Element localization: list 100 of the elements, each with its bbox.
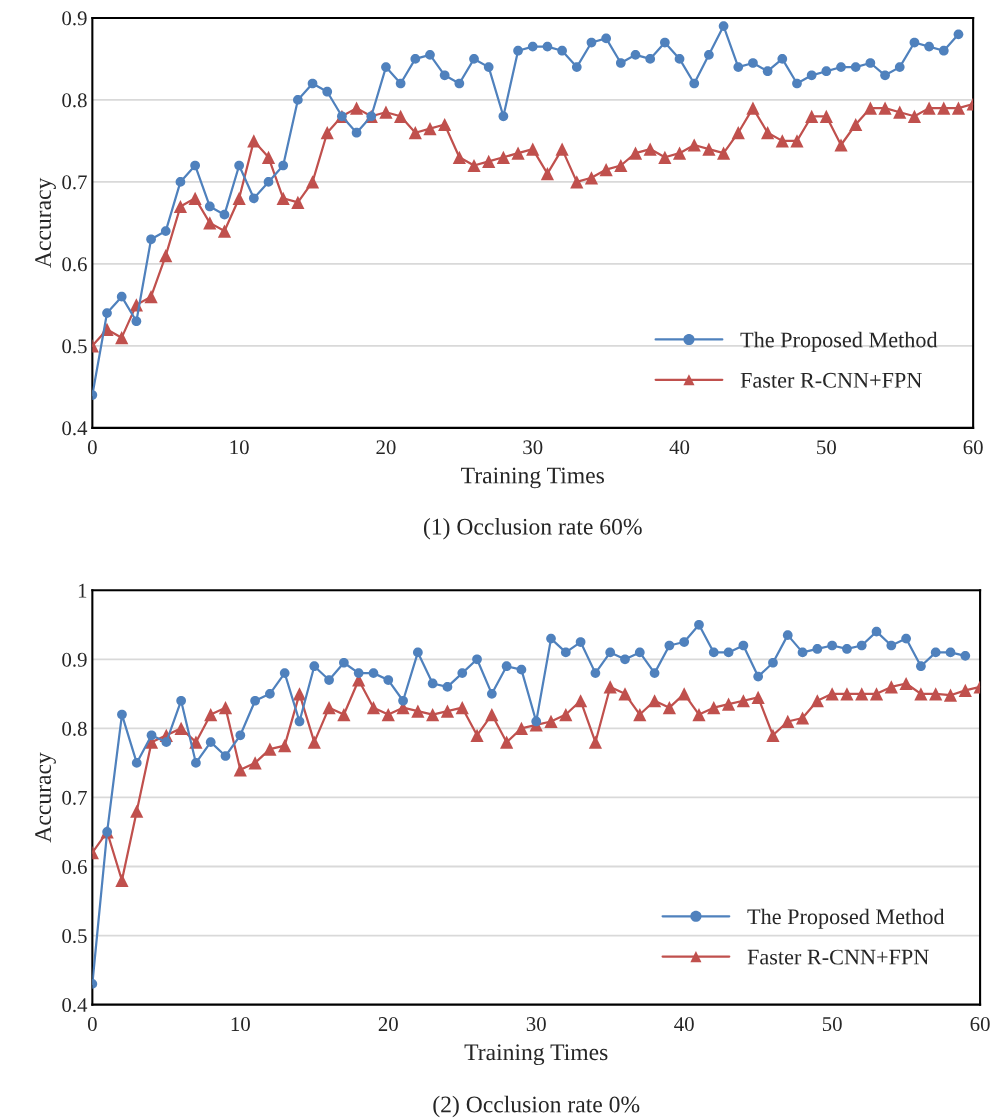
y-axis-title: Accuracy: [35, 752, 56, 843]
point: [498, 111, 509, 122]
point: [782, 630, 793, 640]
y-tick-label: 0.5: [62, 928, 87, 944]
point: [842, 644, 852, 654]
point: [190, 160, 200, 171]
point: [960, 650, 971, 661]
point: [322, 86, 333, 97]
point: [353, 668, 364, 678]
point: [938, 45, 949, 56]
point: [777, 54, 788, 64]
point: [383, 675, 394, 685]
point: [909, 37, 920, 48]
point: [527, 41, 538, 52]
point: [442, 682, 453, 692]
x-tick-label: 60: [963, 440, 983, 455]
point: [234, 160, 245, 171]
text: (1) Occlusion rate 60%: [423, 518, 642, 540]
point: [309, 661, 320, 672]
point: [679, 637, 690, 647]
point: [708, 647, 719, 658]
point: [718, 21, 729, 31]
point: [664, 640, 675, 651]
point: [733, 62, 744, 72]
point: [856, 640, 867, 651]
point: [381, 62, 391, 72]
x-tick-label: 60: [970, 1017, 990, 1032]
point: [634, 647, 645, 658]
point: [605, 647, 616, 658]
point: [425, 49, 435, 60]
point: [235, 730, 246, 741]
point: [501, 661, 512, 672]
point: [457, 668, 468, 678]
point: [483, 62, 494, 72]
point: [615, 58, 626, 68]
legend-label: Faster R-CNN+FPN: [747, 949, 929, 965]
point: [248, 193, 259, 204]
point: [601, 33, 611, 44]
point: [278, 160, 289, 171]
x-tick-label: 30: [526, 1017, 546, 1032]
y-axis-title: Accuracy: [35, 177, 56, 268]
point: [469, 54, 479, 64]
point: [836, 62, 846, 72]
point: [880, 70, 890, 81]
text: (2) Occlusion rate 0%: [433, 1095, 640, 1118]
x-tick-label: 0: [87, 1017, 97, 1032]
point: [953, 29, 964, 40]
point: [924, 41, 934, 52]
point: [738, 640, 749, 651]
point: [886, 640, 897, 651]
y-tick-label: 0.4: [62, 998, 88, 1013]
point: [219, 209, 230, 220]
point: [339, 657, 349, 668]
point: [901, 633, 911, 644]
point: [102, 308, 112, 318]
point: [531, 716, 542, 727]
point: [116, 291, 127, 302]
point: [398, 695, 408, 706]
point: [590, 668, 601, 678]
x-tick-label: 50: [822, 1017, 842, 1032]
point: [821, 66, 832, 77]
point: [412, 647, 423, 658]
x-tick-label: 30: [523, 440, 543, 455]
x-tick-label: 20: [376, 440, 396, 455]
point: [472, 654, 482, 665]
point: [797, 647, 808, 658]
point: [161, 737, 172, 748]
point: [768, 657, 778, 668]
y-tick-label: 0.9: [62, 11, 87, 26]
point: [865, 58, 876, 68]
point: [204, 201, 215, 212]
point: [513, 45, 523, 56]
point: [894, 62, 905, 72]
point: [351, 127, 362, 138]
point: [748, 58, 758, 68]
point: [293, 95, 303, 105]
point: [586, 37, 597, 48]
point: [220, 751, 231, 761]
point: [645, 54, 656, 64]
point: [753, 671, 764, 682]
x-tick-label: 20: [378, 1017, 398, 1032]
point: [560, 647, 571, 658]
point: [516, 664, 527, 675]
point: [792, 78, 802, 89]
point: [871, 626, 882, 637]
point: [571, 62, 582, 72]
point: [542, 41, 553, 52]
point: [439, 70, 450, 81]
point: [176, 695, 186, 706]
y-tick-label: 0.4: [62, 421, 88, 436]
point: [762, 66, 773, 77]
x-tick-label: 40: [674, 1017, 694, 1032]
point: [649, 668, 660, 678]
point: [674, 54, 685, 64]
point: [557, 45, 567, 56]
point: [945, 647, 956, 658]
point: [307, 78, 318, 89]
point: [546, 633, 556, 644]
point: [694, 619, 704, 630]
y-tick-label: 0.7: [62, 175, 87, 190]
